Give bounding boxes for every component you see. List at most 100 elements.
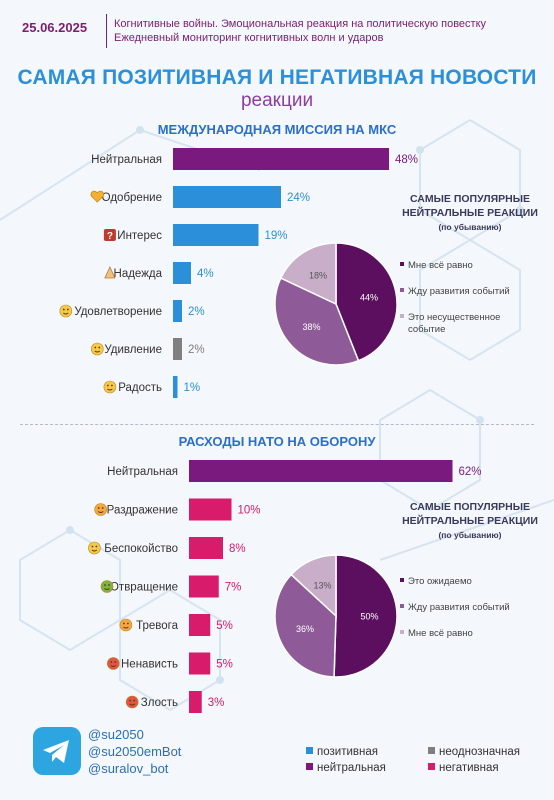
- bar: [173, 376, 178, 398]
- bar-row: Беспокойство 8%: [88, 537, 246, 559]
- category-label: Беспокойство: [104, 543, 178, 555]
- pie-slice-label: 18%: [309, 271, 327, 281]
- pie-legend-label: Мне всё равно: [408, 260, 473, 271]
- handle-link[interactable]: @su2050: [88, 727, 144, 742]
- handle-link[interactable]: @su2050emBot: [88, 744, 182, 759]
- svg-text:?: ?: [107, 231, 113, 242]
- pie-legend-swatch: [400, 630, 404, 634]
- value-label: 2%: [188, 344, 205, 356]
- pie-legend-swatch: [400, 604, 404, 608]
- pie-title-line: САМЫЕ ПОПУЛЯРНЫЕ: [410, 501, 530, 513]
- value-label: 3%: [208, 697, 225, 709]
- value-label: 24%: [287, 192, 310, 204]
- category-label: Раздражение: [107, 505, 178, 517]
- pie-title-line: САМЫЕ ПОПУЛЯРНЫЕ: [410, 193, 530, 205]
- bar: [173, 224, 259, 246]
- smiling-face-icon: [59, 304, 73, 318]
- pie-legend-label: Это ожидаемо: [408, 576, 472, 587]
- header: 25.06.2025 Когнитивные войны. Эмоциональ…: [18, 14, 548, 54]
- category-label: Нейтральная: [91, 154, 162, 166]
- pie-title-line: НЕЙТРАЛЬНЫЕ РЕАКЦИИ: [402, 206, 538, 219]
- bar-row: Удивление 2%: [91, 338, 205, 360]
- bar-row: Интерес? 19%: [103, 224, 288, 246]
- pie-slice: [335, 242, 398, 362]
- bar: [173, 300, 182, 322]
- pie-slice: [333, 554, 398, 678]
- header-subtitle: Когнитивные войны. Эмоциональная реакция…: [114, 17, 486, 45]
- bar: [189, 460, 453, 482]
- pie-slice: [279, 242, 337, 306]
- bar-row: Нейтральная 62%: [107, 460, 482, 482]
- legend-item-positive: позитивная: [306, 746, 378, 762]
- value-label: 2%: [188, 306, 205, 318]
- legend-swatch: [306, 747, 313, 754]
- angry-face-icon: [125, 695, 139, 709]
- value-label: 10%: [238, 505, 261, 517]
- bar: [189, 652, 211, 675]
- value-label: 4%: [197, 268, 214, 280]
- pie-slice-label: 44%: [360, 293, 378, 303]
- bar-row: Надежда 4%: [104, 262, 214, 284]
- header-subtitle-line1: Когнитивные войны. Эмоциональная реакция…: [114, 18, 487, 30]
- header-divider: [106, 14, 107, 48]
- astonished-face-icon: [91, 342, 104, 356]
- value-label: 8%: [229, 543, 246, 555]
- pie-legend-label: Это несущественное: [408, 312, 500, 323]
- bar-row: Отвращение 7%: [100, 575, 242, 598]
- category-label: Ненависть: [121, 659, 178, 671]
- handle-link[interactable]: @suralov_bot: [88, 761, 169, 776]
- bar: [189, 498, 232, 521]
- section1-bar-chart: Нейтральная 48% Одобрение 24% Интерес? 19% Над…: [59, 148, 418, 398]
- value-label: 5%: [216, 659, 233, 671]
- pie-slice: [274, 573, 337, 678]
- section2-title: РАСХОДЫ НАТО НА ОБОРОНУ: [178, 434, 376, 449]
- bar: [173, 186, 281, 208]
- worried-face-icon: [88, 541, 101, 555]
- telegram-logo-icon: [33, 727, 81, 775]
- bar: [189, 537, 223, 559]
- pie-legend-swatch: [400, 262, 404, 266]
- value-label: 19%: [265, 230, 288, 242]
- legend-item-neutral: нейтральная: [306, 762, 386, 778]
- bar-row: Раздражение 10%: [94, 498, 261, 521]
- legend-label: позитивная: [317, 746, 378, 758]
- bar-row: Радость 1%: [103, 376, 200, 398]
- value-label: 7%: [225, 582, 242, 594]
- pie-slice: [290, 554, 337, 618]
- bar-row: Нейтральная 48%: [91, 148, 418, 170]
- anxious-face-icon: [119, 618, 133, 632]
- praying-hands-icon: [104, 266, 116, 279]
- pie-slice-label: 50%: [361, 612, 379, 622]
- legend-label: неоднозначная: [439, 746, 520, 758]
- section1-title: МЕЖДУНАРОДНАЯ МИССИЯ НА МКС: [157, 122, 397, 137]
- value-label: 5%: [216, 620, 233, 632]
- value-label: 48%: [395, 154, 418, 166]
- bar-row: Злость 3%: [125, 691, 225, 713]
- pie-legend-label: Мне всё равно: [408, 628, 473, 639]
- interrobang-icon: ?: [103, 229, 116, 242]
- color-legend: позитивная неоднозначная нейтральная нег…: [306, 746, 546, 778]
- pie-legend-swatch: [400, 288, 404, 292]
- bar: [189, 575, 219, 598]
- bar-row: Удовлетворение 2%: [59, 300, 205, 322]
- pie-slice-label: 38%: [303, 322, 321, 332]
- report-date: 25.06.2025: [22, 20, 88, 35]
- pie-legend-label: Жду развития событий: [408, 602, 510, 613]
- angry-devil-icon: [107, 657, 120, 670]
- bar: [189, 614, 211, 636]
- header-subtitle-line2: Ежедневный мониторинг когнитивных волн и…: [114, 32, 384, 44]
- category-label: Злость: [141, 697, 178, 709]
- legend-label: негативная: [439, 762, 499, 774]
- pie-subtitle: (по убыванию): [438, 530, 501, 540]
- pie-title-line: НЕЙТРАЛЬНЫЕ РЕАКЦИИ: [402, 514, 538, 527]
- pie-slice-label: 36%: [296, 624, 314, 634]
- legend-swatch: [428, 763, 435, 770]
- main-subtitle: реакции: [240, 90, 314, 111]
- nauseated-face-icon: [100, 580, 114, 593]
- bar: [173, 338, 182, 360]
- pie-legend-swatch: [400, 578, 404, 582]
- section2-bar-chart: Нейтральная 62% Раздражение 10% Беспокойство…: [88, 460, 482, 713]
- section-divider: [20, 424, 534, 425]
- category-label: Одобрение: [102, 192, 162, 204]
